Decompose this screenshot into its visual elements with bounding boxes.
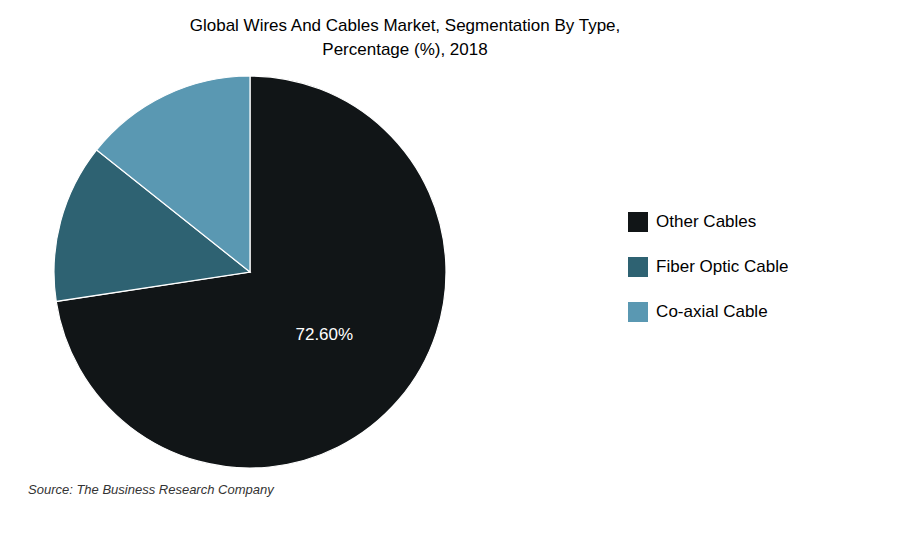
html-text:Co-axial Cable: Co-axial Cable xyxy=(656,301,768,321)
html-text:Source: The Business Research: Source: The Business Research Company xyxy=(28,481,274,497)
svg-text:72.60%: 72.60% xyxy=(295,325,353,344)
html-text:Global Wires And Cables Market: Global Wires And Cables Market, Segmenta… xyxy=(189,16,621,59)
html-text:Fiber Optic Cable: Fiber Optic Cable xyxy=(656,256,789,276)
html-text:Other Cables: Other Cables xyxy=(656,211,757,231)
